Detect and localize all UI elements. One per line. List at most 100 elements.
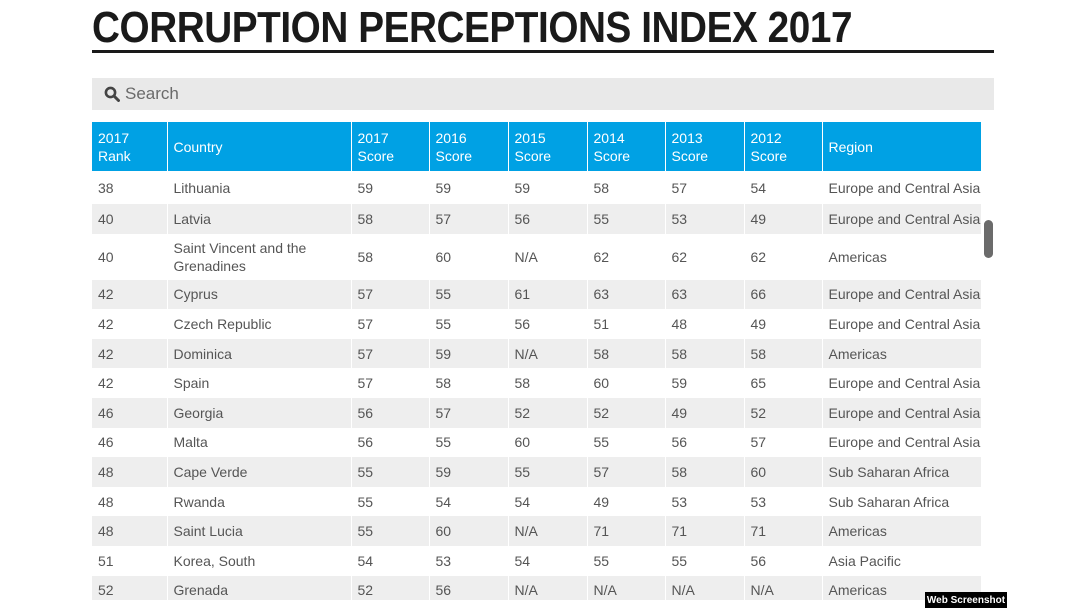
- header-label-line1: 2014: [593, 129, 625, 146]
- search-bar[interactable]: [92, 78, 994, 110]
- score-2014-cell: 55: [587, 427, 666, 458]
- score-2017-cell: 56: [351, 427, 430, 458]
- score-2015-cell: N/A: [508, 516, 588, 546]
- country-cell: Georgia: [167, 397, 352, 428]
- rank-cell: 48: [92, 516, 168, 546]
- header-label-line1: 2017: [357, 129, 389, 146]
- rank-cell: 42: [92, 338, 168, 369]
- table-row: 46 Malta 56 55 60 55 56 57 Europe and Central As…: [92, 427, 981, 458]
- score-2012-cell: 56: [744, 545, 823, 576]
- score-2013-cell: 59: [665, 368, 745, 398]
- column-score-2012-header[interactable]: 2012 Score: [744, 122, 823, 171]
- score-2012-cell: 62: [744, 233, 823, 280]
- score-2014-cell: 63: [587, 279, 666, 310]
- score-2016-cell: 57: [429, 204, 509, 234]
- score-2013-cell: 56: [665, 427, 745, 458]
- score-2017-cell: 56: [351, 397, 430, 428]
- table-row: 40 Latvia 58 57 56 55 53 49 Europe and Central A…: [92, 204, 981, 234]
- rank-cell: 46: [92, 397, 168, 428]
- score-2014-cell: 71: [587, 516, 666, 546]
- score-2015-cell: 52: [508, 397, 588, 428]
- region-cell: Europe and Central Asia: [822, 368, 981, 398]
- score-2012-cell: 53: [744, 486, 823, 517]
- score-2015-cell: 54: [508, 545, 588, 576]
- table-row: 42 Spain 57 58 58 60 59 65 Europe and Central As…: [92, 368, 981, 398]
- column-rank-2017-header[interactable]: 2017 Rank: [92, 122, 168, 171]
- score-2015-cell: 61: [508, 279, 588, 310]
- country-cell: Korea, South: [167, 545, 352, 576]
- table-row: 42 Czech Republic 57 55 56 51 48 49 Europe and C…: [92, 309, 981, 339]
- score-2014-cell: 58: [587, 171, 666, 204]
- header-label-line1: 2015: [514, 129, 546, 146]
- score-2012-cell: 58: [744, 338, 823, 369]
- column-region-header[interactable]: Region: [822, 122, 981, 171]
- table-row: 46 Georgia 56 57 52 52 49 52 Europe and Central …: [92, 397, 981, 428]
- score-2013-cell: 53: [665, 204, 745, 234]
- table-row: 48 Cape Verde 55 59 55 57 58 60 Sub Saharan Afri…: [92, 457, 981, 487]
- table-row: 42 Dominica 57 59 N/A 58 58 58 Americas: [92, 338, 981, 369]
- search-icon: [102, 84, 122, 104]
- score-2016-cell: 55: [429, 427, 509, 458]
- country-cell: Spain: [167, 368, 352, 398]
- score-2016-cell: 55: [429, 279, 509, 310]
- score-2012-cell: 54: [744, 171, 823, 204]
- table-row: 40 Saint Vincent and the Grenadines 58 60 N/…: [92, 233, 981, 280]
- table-row: 48 Saint Lucia 55 60 N/A 71 71 71 Americas: [92, 516, 981, 546]
- score-2016-cell: 60: [429, 233, 509, 280]
- score-2013-cell: 62: [665, 233, 745, 280]
- column-score-2016-header[interactable]: 2016 Score: [429, 122, 509, 171]
- table-row: 38 Lithuania 59 59 59 58 57 54 Europe and Centra…: [92, 171, 981, 204]
- region-cell: Asia Pacific: [822, 545, 981, 576]
- score-2016-cell: 55: [429, 309, 509, 339]
- column-score-2013-header[interactable]: 2013 Score: [665, 122, 745, 171]
- region-cell: Americas: [822, 516, 981, 546]
- score-2017-cell: 55: [351, 486, 430, 517]
- score-2017-cell: 57: [351, 368, 430, 398]
- score-2015-cell: 59: [508, 171, 588, 204]
- cpi-table: 2017 Rank Country 2017 Score 2016 Score 2015 Sco…: [92, 122, 981, 600]
- country-cell: Grenada: [167, 575, 352, 600]
- column-score-2017-header[interactable]: 2017 Score: [351, 122, 430, 171]
- header-label-line1: 2016: [435, 129, 467, 146]
- score-2015-cell: N/A: [508, 233, 588, 280]
- score-2015-cell: 58: [508, 368, 588, 398]
- score-2014-cell: 58: [587, 338, 666, 369]
- scrollbar-thumb[interactable]: [984, 220, 993, 258]
- header-label-line2: Score: [357, 147, 395, 164]
- country-cell: Rwanda: [167, 486, 352, 517]
- score-2013-cell: 71: [665, 516, 745, 546]
- column-country-header[interactable]: Country: [167, 122, 352, 171]
- score-2016-cell: 56: [429, 575, 509, 600]
- score-2012-cell: N/A: [744, 575, 823, 600]
- region-cell: Europe and Central Asia: [822, 309, 981, 339]
- score-2016-cell: 59: [429, 457, 509, 487]
- score-2017-cell: 54: [351, 545, 430, 576]
- score-2015-cell: 55: [508, 457, 588, 487]
- score-2014-cell: 51: [587, 309, 666, 339]
- header-label-line1: 2017: [98, 129, 130, 146]
- score-2016-cell: 58: [429, 368, 509, 398]
- score-2017-cell: 55: [351, 457, 430, 487]
- score-2014-cell: 55: [587, 545, 666, 576]
- score-2012-cell: 60: [744, 457, 823, 487]
- score-2015-cell: 56: [508, 204, 588, 234]
- score-2015-cell: N/A: [508, 575, 588, 600]
- rank-cell: 48: [92, 457, 168, 487]
- score-2014-cell: 60: [587, 368, 666, 398]
- header-label-line2: Score: [750, 147, 788, 164]
- score-2012-cell: 66: [744, 279, 823, 310]
- cpi-table-container[interactable]: 2017 Rank Country 2017 Score 2016 Score 2015 Sco…: [92, 122, 981, 600]
- rank-cell: 46: [92, 427, 168, 458]
- header-label-line1: Country: [173, 138, 223, 155]
- country-cell: Latvia: [167, 204, 352, 234]
- column-score-2015-header[interactable]: 2015 Score: [508, 122, 588, 171]
- rank-cell: 42: [92, 368, 168, 398]
- country-cell: Cyprus: [167, 279, 352, 310]
- score-2015-cell: N/A: [508, 338, 588, 369]
- search-input[interactable]: [125, 84, 945, 104]
- score-2016-cell: 54: [429, 486, 509, 517]
- header-label-line2: Score: [514, 147, 552, 164]
- header-label-line1: 2013: [671, 129, 703, 146]
- score-2012-cell: 49: [744, 309, 823, 339]
- column-score-2014-header[interactable]: 2014 Score: [587, 122, 666, 171]
